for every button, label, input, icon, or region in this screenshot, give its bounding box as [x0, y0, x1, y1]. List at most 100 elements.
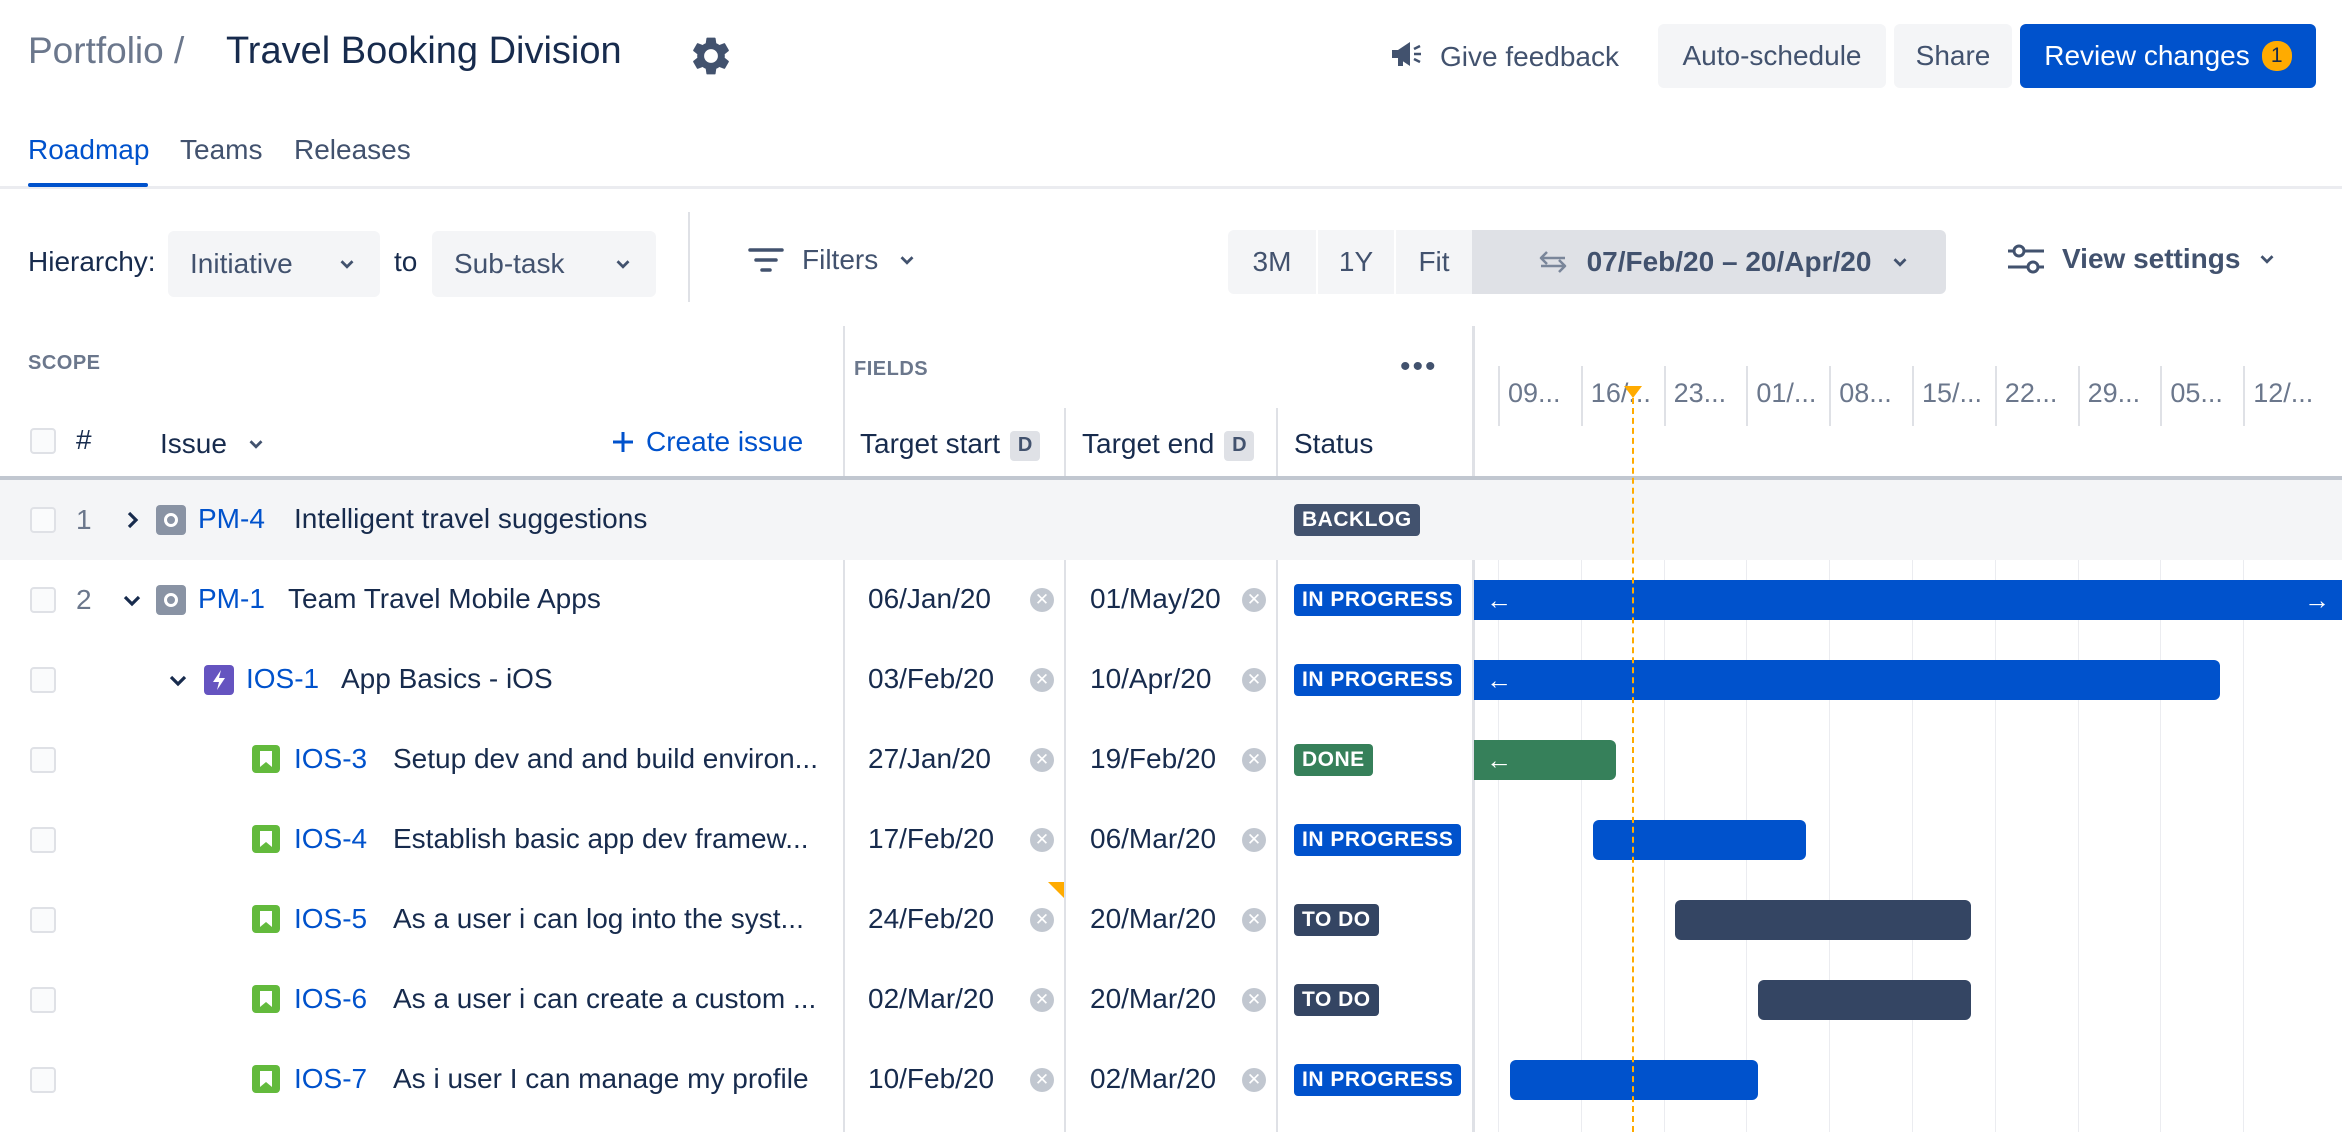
range-fit-button[interactable]: Fit: [1396, 230, 1472, 294]
hierarchy-from-value: Initiative: [190, 248, 293, 279]
row-checkbox[interactable]: [30, 507, 56, 533]
row-checkbox[interactable]: [30, 1067, 56, 1093]
hierarchy-to-dropdown[interactable]: Sub-task: [432, 231, 656, 297]
target-end-value[interactable]: 20/Mar/20: [1090, 903, 1217, 934]
table-row[interactable]: IOS-1 App Basics - iOS 03/Feb/20 ✕ 10/Apr/20…: [0, 640, 2342, 720]
status-badge[interactable]: IN PROGRESS: [1294, 1064, 1462, 1096]
week-label: 05...: [2170, 378, 2223, 408]
select-all-checkbox[interactable]: [30, 428, 56, 454]
status-badge[interactable]: TO DO: [1294, 984, 1379, 1016]
table-row[interactable]: 2 PM-1 Team Travel Mobile Apps 06/Jan/20 ✕ 01…: [0, 560, 2342, 640]
give-feedback-button[interactable]: Give feedback: [1390, 34, 1619, 80]
timeline-bar[interactable]: [1675, 900, 1972, 940]
issue-key[interactable]: PM-1: [198, 583, 265, 614]
breadcrumb[interactable]: Portfolio /: [28, 30, 185, 71]
clear-date-icon[interactable]: ✕: [1242, 588, 1266, 612]
table-row[interactable]: IOS-3 Setup dev and and build environ... 2…: [0, 720, 2342, 800]
table-row[interactable]: IOS-6 As a user i can create a custom ...…: [0, 960, 2342, 1040]
create-issue-button[interactable]: Create issue: [610, 426, 803, 458]
target-end-value[interactable]: 19/Feb/20: [1090, 743, 1217, 774]
share-button[interactable]: Share: [1894, 24, 2012, 88]
timeline-bar[interactable]: [1758, 980, 1972, 1020]
date-range-picker[interactable]: 07/Feb/20 – 20/Apr/20: [1472, 230, 1946, 294]
row-checkbox[interactable]: [30, 667, 56, 693]
target-start-header[interactable]: Target start D: [860, 428, 1041, 461]
clear-date-icon[interactable]: ✕: [1242, 668, 1266, 692]
clear-date-icon[interactable]: ✕: [1242, 908, 1266, 932]
issue-key[interactable]: IOS-1: [246, 663, 320, 694]
timeline-bar[interactable]: [1592, 820, 1806, 860]
clear-date-icon[interactable]: ✕: [1242, 828, 1266, 852]
review-changes-button[interactable]: Review changes 1: [2020, 24, 2316, 88]
story-icon: [252, 905, 280, 933]
target-start-value[interactable]: 24/Feb/20: [868, 903, 995, 934]
table-row[interactable]: IOS-7 As i user I can manage my profile 10…: [0, 1040, 2342, 1120]
chevron-right-icon[interactable]: [120, 508, 144, 532]
row-checkbox[interactable]: [30, 827, 56, 853]
row-checkbox[interactable]: [30, 987, 56, 1013]
clear-date-icon[interactable]: ✕: [1030, 908, 1054, 932]
issue-key[interactable]: IOS-6: [294, 983, 368, 1014]
target-end-value[interactable]: 02/Mar/20: [1090, 1063, 1217, 1094]
chevron-down-icon[interactable]: [120, 588, 144, 612]
column-divider: [1064, 408, 1066, 1132]
timeline-bar[interactable]: [1509, 1060, 1759, 1100]
target-end-value[interactable]: 01/May/20: [1090, 583, 1221, 614]
target-end-value[interactable]: 10/Apr/20: [1090, 663, 1212, 694]
target-start-value[interactable]: 10/Feb/20: [868, 1063, 995, 1094]
timeline-bar[interactable]: ←: [1474, 660, 2220, 700]
table-row[interactable]: IOS-5 As a user i can log into the syst..…: [0, 880, 2342, 960]
tab-releases[interactable]: Releases: [294, 134, 411, 165]
filters-button[interactable]: Filters: [748, 244, 918, 276]
issue-key[interactable]: IOS-4: [294, 823, 368, 854]
gear-icon[interactable]: [688, 33, 734, 79]
table-row[interactable]: IOS-4 Establish basic app dev framew... 17…: [0, 800, 2342, 880]
tab-roadmap[interactable]: Roadmap: [28, 134, 150, 165]
clear-date-icon[interactable]: ✕: [1242, 1068, 1266, 1092]
range-1y-button[interactable]: 1Y: [1318, 230, 1394, 294]
status-badge[interactable]: IN PROGRESS: [1294, 824, 1462, 856]
issue-key[interactable]: IOS-7: [294, 1063, 368, 1094]
clear-date-icon[interactable]: ✕: [1030, 588, 1054, 612]
status-badge[interactable]: TO DO: [1294, 904, 1379, 936]
week-label: 16/...: [1590, 378, 1651, 408]
tab-teams[interactable]: Teams: [180, 134, 263, 165]
status-badge[interactable]: IN PROGRESS: [1294, 664, 1462, 696]
issue-key[interactable]: PM-4: [198, 503, 265, 534]
row-checkbox[interactable]: [30, 907, 56, 933]
week-gridline: [2160, 480, 2162, 1132]
more-options-icon[interactable]: •••: [1400, 350, 1438, 383]
clear-date-icon[interactable]: ✕: [1030, 668, 1054, 692]
issue-key[interactable]: IOS-3: [294, 743, 368, 774]
week-gridline: [1580, 480, 1582, 1132]
view-settings-button[interactable]: View settings: [2006, 242, 2278, 276]
target-start-value[interactable]: 02/Mar/20: [868, 983, 995, 1014]
clear-date-icon[interactable]: ✕: [1030, 1068, 1054, 1092]
timeline-bar[interactable]: ← →: [1474, 580, 2342, 620]
row-checkbox[interactable]: [30, 747, 56, 773]
range-3m-button[interactable]: 3M: [1228, 230, 1316, 294]
issue-column-header[interactable]: Issue: [160, 428, 267, 460]
chevron-down-icon[interactable]: [166, 668, 190, 692]
target-start-value[interactable]: 03/Feb/20: [868, 663, 995, 694]
target-end-value[interactable]: 06/Mar/20: [1090, 823, 1217, 854]
target-start-value[interactable]: 17/Feb/20: [868, 823, 995, 854]
target-start-value[interactable]: 06/Jan/20: [868, 583, 991, 614]
auto-schedule-button[interactable]: Auto-schedule: [1658, 24, 1886, 88]
clear-date-icon[interactable]: ✕: [1030, 748, 1054, 772]
hierarchy-from-dropdown[interactable]: Initiative: [168, 231, 380, 297]
clear-date-icon[interactable]: ✕: [1242, 988, 1266, 1012]
status-badge[interactable]: DONE: [1294, 744, 1373, 776]
timeline-bar[interactable]: ←: [1474, 740, 1617, 780]
table-row[interactable]: 1 PM-4 Intelligent travel suggestions BACKL…: [0, 480, 2342, 560]
row-checkbox[interactable]: [30, 587, 56, 613]
clear-date-icon[interactable]: ✕: [1030, 988, 1054, 1012]
issue-key[interactable]: IOS-5: [294, 903, 368, 934]
clear-date-icon[interactable]: ✕: [1030, 828, 1054, 852]
target-end-header[interactable]: Target end D: [1082, 428, 1255, 461]
status-badge[interactable]: IN PROGRESS: [1294, 584, 1462, 616]
target-end-value[interactable]: 20/Mar/20: [1090, 983, 1217, 1014]
target-start-value[interactable]: 27/Jan/20: [868, 743, 991, 774]
status-badge[interactable]: BACKLOG: [1294, 504, 1420, 536]
clear-date-icon[interactable]: ✕: [1242, 748, 1266, 772]
